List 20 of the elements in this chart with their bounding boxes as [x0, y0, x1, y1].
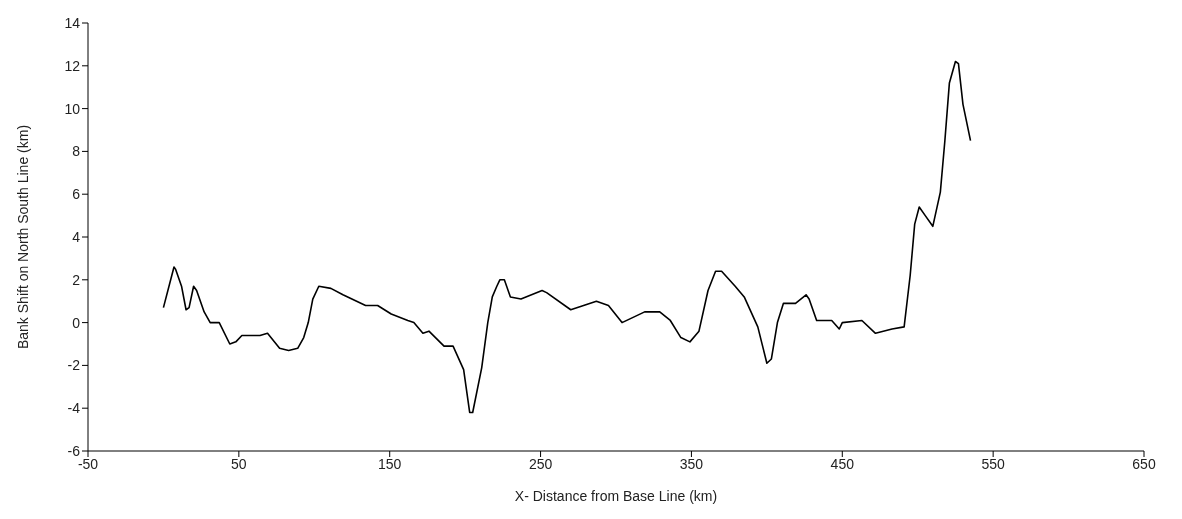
y-tick-label: 6 — [72, 186, 81, 203]
y-tick-label: -2 — [67, 357, 81, 374]
x-axis-title: X- Distance from Base Line (km) — [514, 488, 718, 504]
y-tick-label: -4 — [67, 400, 81, 417]
x-tick-label: 250 — [528, 455, 553, 472]
x-tick-label: 550 — [981, 455, 1006, 472]
y-tick-label: 8 — [72, 143, 81, 160]
y-axis-title: Bank Shift on North South Line (km) — [14, 124, 31, 350]
y-tick-label: 10 — [64, 100, 81, 117]
line-series — [162, 60, 972, 414]
y-tick-label: 14 — [64, 14, 81, 31]
y-tick-label: 4 — [72, 228, 81, 245]
x-tick-label: 50 — [231, 455, 247, 472]
x-tick-label: 150 — [378, 455, 402, 472]
x-tick-label: 450 — [830, 455, 855, 472]
y-tick-label: 0 — [72, 314, 81, 331]
y-tick-label: 12 — [64, 57, 81, 74]
x-tick-label: 350 — [679, 455, 704, 472]
x-tick-label: 650 — [1132, 455, 1156, 472]
y-tick-label: 2 — [72, 271, 81, 288]
